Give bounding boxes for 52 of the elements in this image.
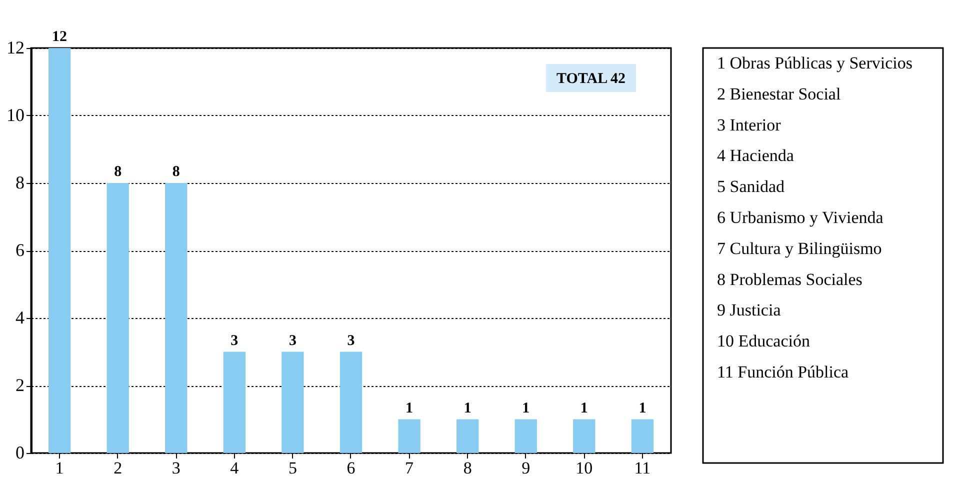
x-tick-label: 5 — [288, 458, 297, 478]
x-tick-label: 8 — [463, 458, 472, 478]
data-label: 3 — [347, 332, 355, 349]
text: 4 Hacienda — [717, 146, 794, 166]
data-label: 3 — [288, 332, 296, 349]
text: 9 Justicia — [717, 300, 782, 320]
bar — [340, 352, 362, 453]
text: 5 Sanidad — [717, 177, 786, 196]
bar — [456, 419, 479, 453]
y-tick-label: 12 — [6, 38, 24, 58]
x-tick-label: 3 — [172, 458, 180, 478]
annotation: TOTAL 42 — [556, 71, 626, 87]
text: 7 Cultura y Bilingüismo — [717, 238, 882, 258]
y-tick-label: 2 — [16, 375, 24, 395]
y-tick-label: 0 — [16, 442, 24, 462]
data-label: 12 — [52, 29, 68, 45]
x-tick-label: 2 — [114, 458, 122, 478]
data-label: 1 — [522, 400, 530, 416]
data-label: 8 — [114, 164, 122, 180]
y-tick-label: 4 — [16, 308, 24, 328]
x-tick-label: 9 — [522, 458, 530, 478]
data-label: 1 — [406, 400, 414, 416]
x-tick-label: 7 — [405, 458, 414, 478]
text: 10 Educación — [717, 332, 810, 351]
bar — [106, 183, 129, 453]
x-tick-label: 11 — [634, 458, 651, 478]
text: 6 Urbanismo y Vivienda — [717, 208, 884, 227]
text: 2 Bienestar Social — [717, 84, 841, 104]
text: 8 Problemas Sociales — [717, 270, 862, 289]
x-tick-label: 4 — [230, 458, 240, 478]
x-tick-label: 6 — [346, 458, 356, 478]
bar — [631, 419, 654, 453]
y-tick-label: 8 — [16, 172, 24, 192]
text: 3 Interior — [717, 115, 782, 134]
x-tick-label: 10 — [576, 458, 593, 478]
data-label: 3 — [230, 332, 238, 349]
x-tick-label: 1 — [55, 458, 64, 478]
bar — [223, 352, 246, 453]
y-tick-label: 6 — [16, 240, 24, 260]
data-label: 1 — [638, 400, 646, 416]
text: 11 Función Pública — [717, 362, 850, 382]
data-label: 1 — [464, 400, 472, 416]
bar — [398, 419, 420, 453]
text: 1 Obras Públicas y Servicios — [717, 53, 912, 72]
bar — [573, 419, 596, 453]
data-label: 8 — [172, 164, 180, 180]
bar — [514, 419, 537, 453]
bar — [165, 183, 188, 453]
bar — [48, 48, 71, 453]
bar — [282, 352, 304, 453]
data-label: 1 — [580, 400, 588, 416]
y-tick-label: 10 — [6, 105, 24, 125]
